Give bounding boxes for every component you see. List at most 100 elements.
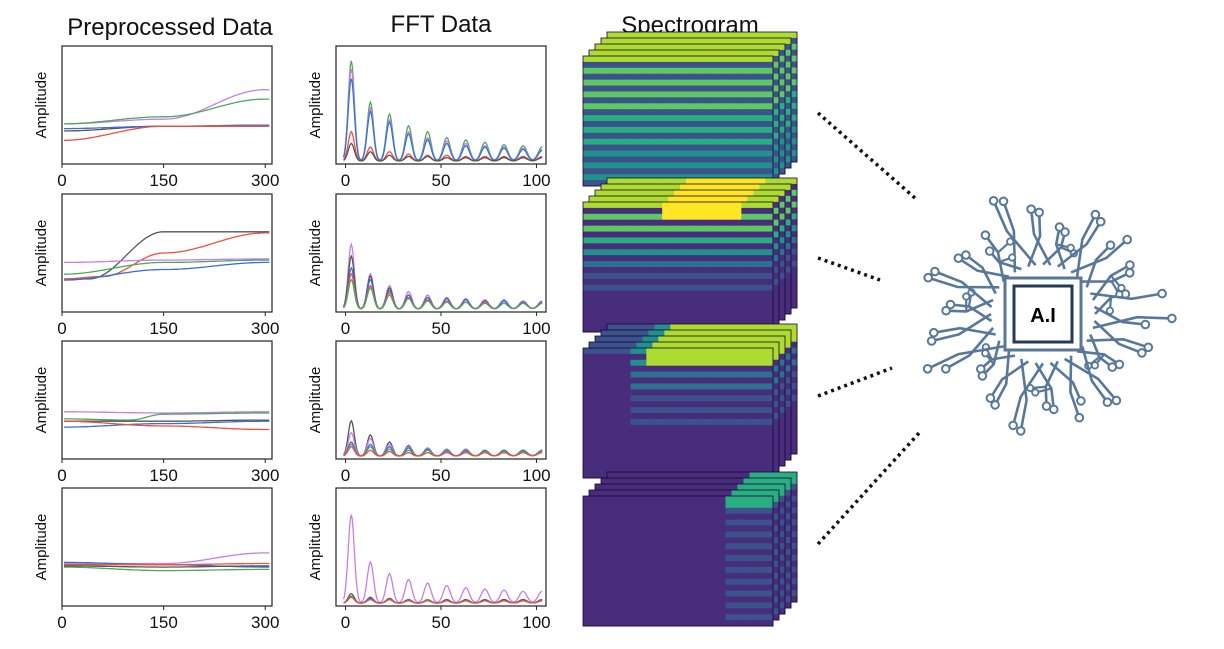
spectrogram-cell [741,80,757,86]
spectrogram-cell [678,74,694,80]
spectrogram-cell [615,162,631,168]
spectrogram-cell [694,151,710,157]
ylabel: Amplitude [33,367,50,434]
spectrogram-cell [662,91,678,97]
ylabel: Amplitude [307,72,324,139]
spectrogram-cell [684,196,700,202]
spectrogram-cell [765,472,781,478]
spectrogram-cell [726,103,742,109]
spectrogram-cell [678,249,694,255]
spectrogram-cell [583,314,599,320]
spectrogram-cell [599,56,615,62]
spectrogram-cell [710,168,726,174]
spectrogram-cell [662,202,678,208]
spectrogram-cell [664,478,680,484]
spectrogram-cell [621,196,637,202]
xtick-label: 0 [341,171,350,190]
xtick-label: 100 [522,319,550,338]
spectrogram-cell [690,44,706,50]
spectrogram-cell [646,308,662,314]
series-line-blue [344,268,543,309]
spectrogram-cell [757,62,773,68]
spectrogram-cell [583,395,599,401]
spectrogram-cell [639,32,655,38]
spectrogram-cell [710,383,726,389]
spectrogram-cell [631,156,647,162]
spectrogram-cell [741,389,757,395]
xtick-label: 50 [432,171,451,190]
spectrogram-cell [599,383,615,389]
spectrogram-cell [589,490,605,496]
spectrogram-cell [631,279,647,285]
spectrogram-cell [694,109,710,115]
spectrogram-cell [631,103,647,109]
spectrogram-cell [615,202,631,208]
spectrogram-cell [726,448,742,454]
spectrogram-cell [678,202,694,208]
spectrogram-cell [686,324,702,330]
spectrogram-cell [605,490,621,496]
spectrogram-cell [728,184,744,190]
spectrogram-cell [583,145,599,151]
spectrogram-cell [726,378,742,384]
spectrogram-cell [662,267,678,273]
spectrogram-cell [662,443,678,449]
spectrogram-cell [757,431,773,437]
spectrogram-cell [757,115,773,121]
spectrogram-cell [757,127,773,133]
spectrogram-cell [662,162,678,168]
spectrogram-layer [583,202,774,333]
spectrogram-cell [726,372,742,378]
spectrogram-cell [646,139,662,145]
spectrogram-cell [621,50,637,56]
spectrogram-cell [599,389,615,395]
spectrogram-cell [607,32,623,38]
spectrogram-cell [583,273,599,279]
spectrogram-cell [710,255,726,261]
spectrogram-cell [726,56,742,62]
spectrogram-cell [615,208,631,214]
spectrogram-cell [726,220,742,226]
spectrogram-cell [694,366,710,372]
spectrogram-cell [726,279,742,285]
spectrogram-cell [601,38,617,44]
spectrogram-cell [678,162,694,168]
spectrogram-cell [662,127,678,133]
spectrogram-cell [741,285,757,291]
spectrogram-cell [599,443,615,449]
spectrogram-cell [631,226,647,232]
spectrogram-cell [583,308,599,314]
spectrogram-cell [623,178,639,184]
spectrogram-cell [726,360,742,366]
spectrogram-cell [741,68,757,74]
spectrogram-cell [621,342,637,348]
spectrogram-cell [726,121,742,127]
spectrogram-cell [615,302,631,308]
spectrogram-cell [599,261,615,267]
spectrogram-cell [615,133,631,139]
spectrogram-cell [694,395,710,401]
spectrogram-cell [583,320,599,326]
spectrogram-cell [662,454,678,460]
spectrogram-cell [599,348,615,354]
spectrogram-cell [662,255,678,261]
spectrogram-stack-4 [583,472,798,627]
spectrogram-cell [583,74,599,80]
spectrogram-cell [726,91,742,97]
spectrogram-cell [741,220,757,226]
spectrogram-cell [678,139,694,145]
spectrogram-cell [670,32,686,38]
spectrogram-cell [678,267,694,273]
spectrogram-cell [732,196,748,202]
spectrogram-cell [678,220,694,226]
spectrogram-cell [631,297,647,303]
spectrogram-cell [757,401,773,407]
spectrogram-cell [662,378,678,384]
spectrogram-cell [741,413,757,419]
spectrogram-cell [589,196,605,202]
spectrogram-cell [694,389,710,395]
spectrogram-cell [633,38,649,44]
spectrogram-cell [583,448,599,454]
spectrogram-cell [631,74,647,80]
spectrogram-cell [741,460,757,466]
